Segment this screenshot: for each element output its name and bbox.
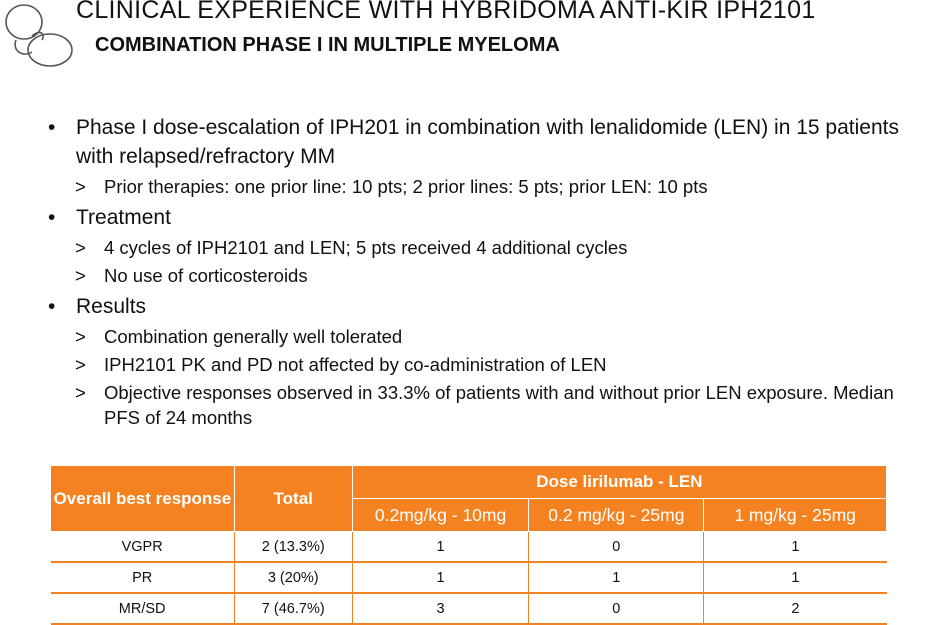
header-dose-group: Dose lirilumab - LEN: [351, 465, 888, 499]
bullet-marker: •: [48, 295, 56, 318]
cell-dose: 1: [352, 531, 530, 563]
sub-bullet-item: > Objective responses observed in 33.3% …: [75, 380, 906, 430]
cell-response: VGPR: [50, 531, 235, 563]
response-table: Overall best response Total Dose lirilum…: [50, 465, 888, 625]
cell-dose: 0: [528, 593, 705, 625]
bullet-item: • Phase I dose-escalation of IPH201 in c…: [46, 113, 906, 171]
sub-bullet-marker: >: [75, 382, 86, 403]
sub-bullet-item: > No use of corticosteroids: [75, 263, 906, 288]
sub-bullet-item: > IPH2101 PK and PD not affected by co-a…: [75, 352, 906, 377]
company-logo: [5, 4, 73, 67]
bullet-list: • Phase I dose-escalation of IPH201 in c…: [46, 112, 906, 430]
bullet-text: Treatment: [76, 206, 171, 229]
sub-bullet-item: > 4 cycles of IPH2101 and LEN; 5 pts rec…: [75, 235, 906, 260]
bullet-item: • Results: [46, 292, 906, 321]
bullet-item: • Treatment: [46, 203, 906, 232]
bullet-text: Results: [76, 295, 147, 318]
sub-bullet-text: 4 cycles of IPH2101 and LEN; 5 pts recei…: [104, 237, 628, 258]
header-dose-col: 0.2mg/kg - 10mg: [351, 498, 530, 532]
cell-total: 2 (13.3%): [234, 531, 353, 563]
sub-bullet-marker: >: [75, 354, 86, 375]
cell-dose: 2: [703, 593, 887, 625]
sub-bullet-marker: >: [75, 237, 86, 258]
slide-title: CLINICAL EXPERIENCE WITH HYBRIDOMA ANTI-…: [76, 0, 816, 24]
sub-bullet-marker: >: [75, 326, 86, 347]
sub-bullet-marker: >: [75, 265, 86, 286]
sub-bullet-text: No use of corticosteroids: [104, 265, 308, 286]
sub-bullet-item: > Prior therapies: one prior line: 10 pt…: [75, 174, 906, 199]
sub-bullet-text: IPH2101 PK and PD not affected by co-adm…: [104, 354, 607, 375]
sub-bullet-text: Prior therapies: one prior line: 10 pts;…: [104, 176, 708, 197]
cell-dose: 1: [703, 562, 887, 594]
header-total: Total: [233, 465, 353, 532]
cell-dose: 1: [528, 562, 705, 594]
table-row: PR 3 (20%) 1 1 1: [50, 562, 887, 594]
cell-dose: 3: [352, 593, 530, 625]
sub-bullet-marker: >: [75, 176, 86, 197]
cell-total: 3 (20%): [234, 562, 353, 594]
cell-total: 7 (46.7%): [234, 593, 353, 625]
table-row: MR/SD 7 (46.7%) 3 0 2: [50, 593, 887, 625]
sub-bullet-text: Combination generally well tolerated: [104, 326, 403, 347]
bullet-text: Phase I dose-escalation of IPH201 in com…: [76, 116, 899, 168]
header-dose-col: 0.2 mg/kg - 25mg: [528, 498, 705, 532]
sub-bullet-text: Objective responses observed in 33.3% of…: [104, 382, 894, 428]
bullet-marker: •: [48, 116, 56, 139]
bullet-marker: •: [48, 206, 56, 229]
header-dose-col: 1 mg/kg - 25mg: [703, 498, 887, 532]
cell-dose: 0: [528, 531, 705, 563]
slide-subtitle: COMBINATION PHASE I IN MULTIPLE MYELOMA: [95, 34, 560, 56]
cell-response: MR/SD: [50, 593, 235, 625]
cell-dose: 1: [703, 531, 887, 563]
header-overall-best-response: Overall best response: [50, 465, 235, 532]
cell-response: PR: [50, 562, 235, 594]
cell-dose: 1: [352, 562, 530, 594]
sub-bullet-item: > Combination generally well tolerated: [75, 324, 906, 349]
table-row: VGPR 2 (13.3%) 1 0 1: [50, 531, 887, 563]
